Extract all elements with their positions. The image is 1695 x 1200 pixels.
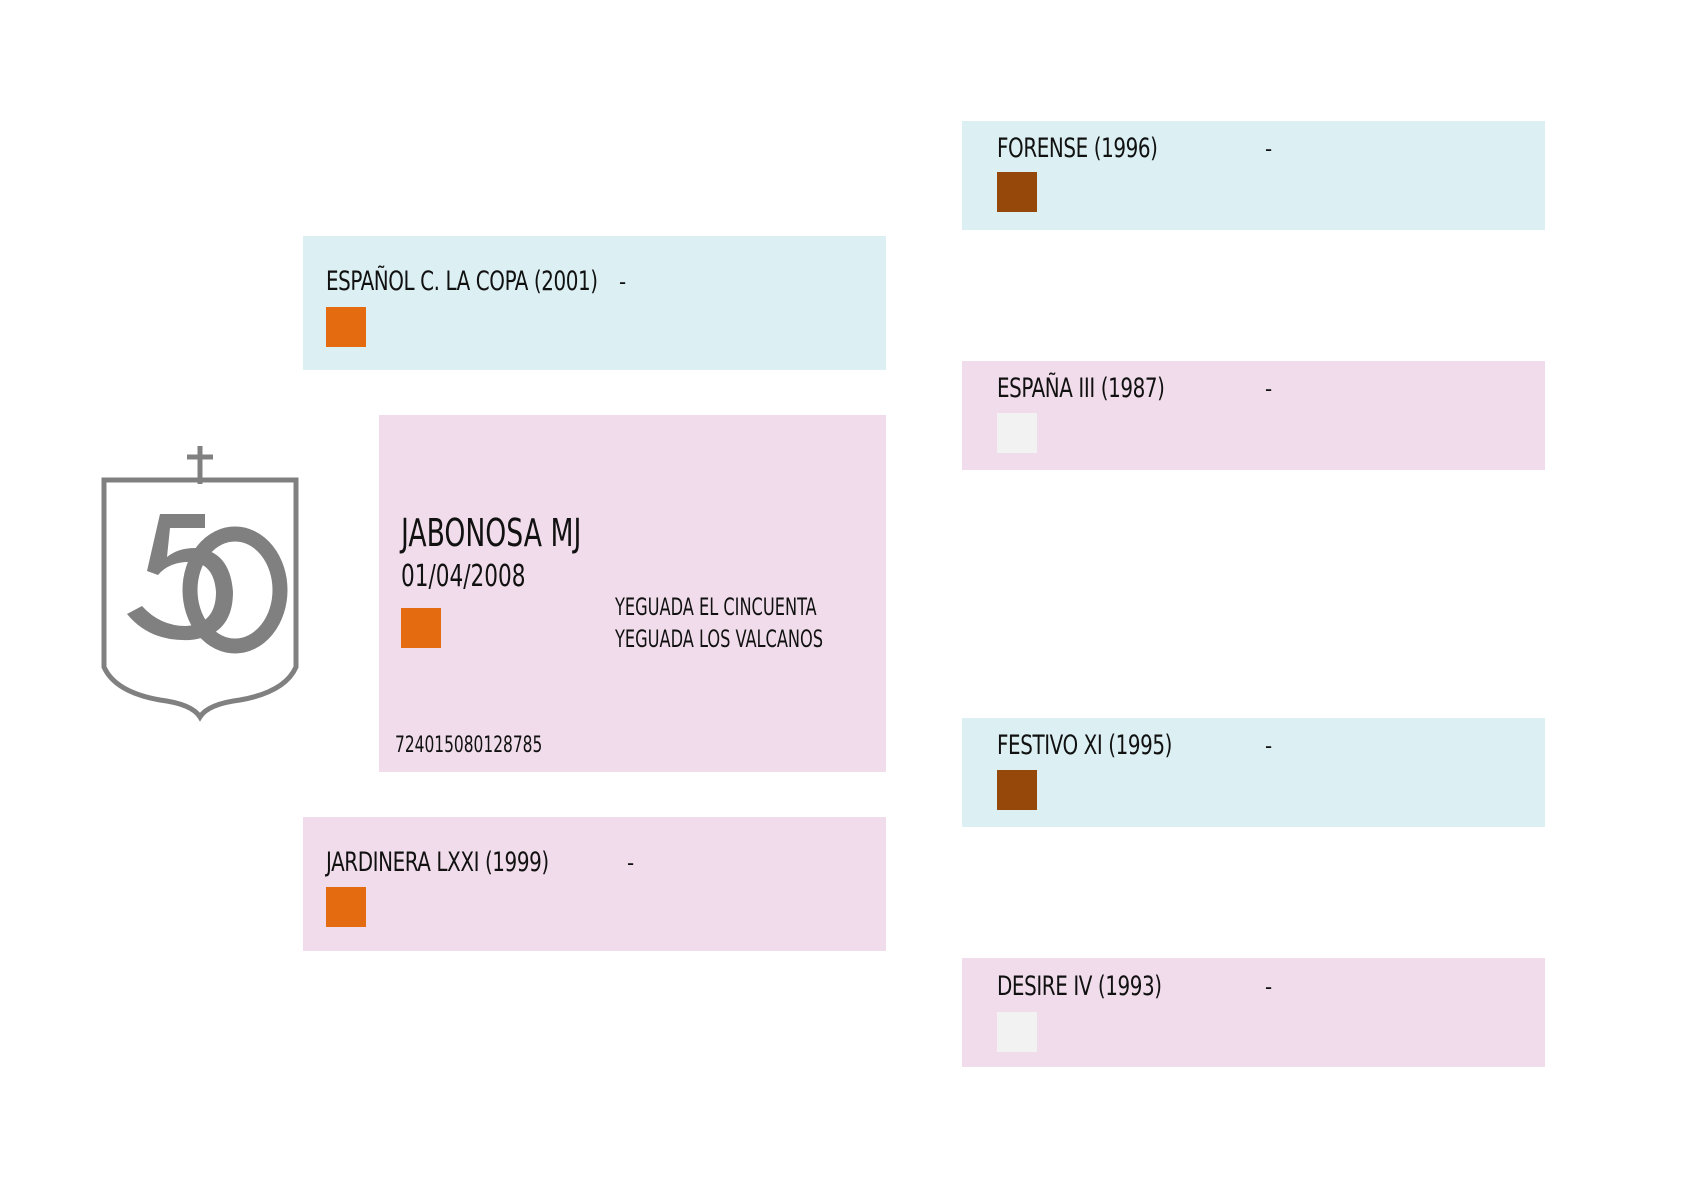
dam-extra: - (627, 851, 635, 876)
grandparent-name: ESPAÑA III (1987) (997, 373, 1165, 404)
subject-chip: 724015080128785 (395, 733, 543, 758)
sire-name: ESPAÑOL C. LA COPA (2001) (326, 266, 598, 297)
grandparent-coat-swatch (997, 172, 1037, 212)
subject-coat-swatch (401, 608, 441, 648)
sire-extra: - (619, 270, 627, 295)
dam-card: JARDINERA LXXI (1999) - (303, 817, 886, 951)
grandparent-card: FORENSE (1996) - (962, 121, 1545, 230)
subject-card: JABONOSA MJ 01/04/2008 YEGUADA EL CINCUE… (379, 415, 886, 772)
subject-owner: YEGUADA LOS VALCANOS (615, 625, 824, 653)
dam-coat-swatch (326, 887, 366, 927)
logo (100, 442, 300, 722)
grandparent-name: DESIRE IV (1993) (997, 971, 1162, 1002)
grandparent-card: FESTIVO XI (1995) - (962, 718, 1545, 827)
grandparent-extra: - (1265, 975, 1273, 1000)
dam-name: JARDINERA LXXI (1999) (326, 847, 549, 878)
sire-card: ESPAÑOL C. LA COPA (2001) - (303, 236, 886, 370)
shield-logo-icon (101, 446, 299, 722)
subject-breeder: YEGUADA EL CINCUENTA (615, 593, 817, 621)
grandparent-extra: - (1265, 377, 1273, 402)
grandparent-extra: - (1265, 137, 1273, 162)
grandparent-coat-swatch (997, 413, 1037, 453)
grandparent-card: DESIRE IV (1993) - (962, 958, 1545, 1067)
subject-birth-date: 01/04/2008 (401, 559, 526, 594)
grandparent-name: FESTIVO XI (1995) (997, 730, 1173, 761)
grandparent-name: FORENSE (1996) (997, 133, 1158, 164)
subject-name: JABONOSA MJ (401, 511, 582, 555)
grandparent-extra: - (1265, 734, 1273, 759)
grandparent-card: ESPAÑA III (1987) - (962, 361, 1545, 470)
sire-coat-swatch (326, 307, 366, 347)
grandparent-coat-swatch (997, 770, 1037, 810)
grandparent-coat-swatch (997, 1012, 1037, 1052)
